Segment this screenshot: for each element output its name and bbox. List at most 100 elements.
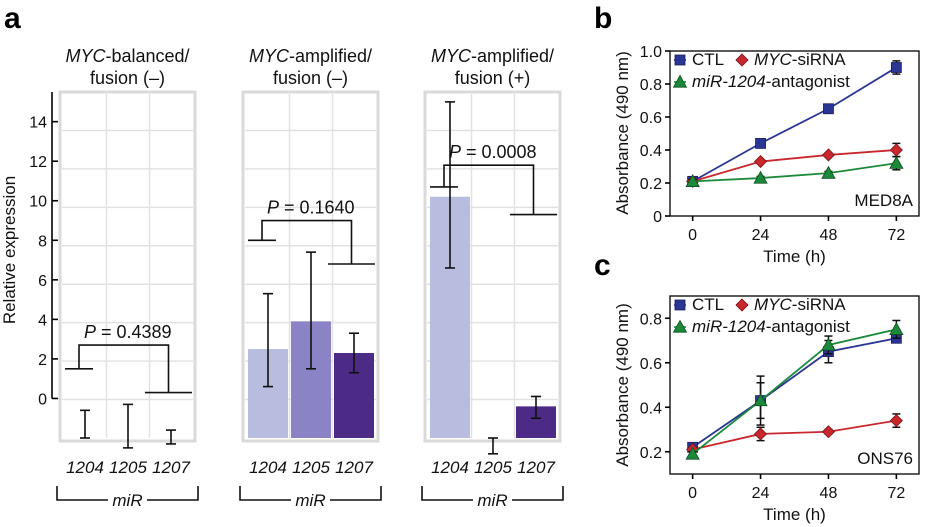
a-y-tick-label: 4 (38, 312, 47, 329)
panel-b-point-antagonist (821, 165, 836, 179)
panel-b-y-tick-label: 0.4 (640, 143, 662, 160)
panel-b-legend-marker-ctl (674, 54, 686, 66)
panel-b-legend-label-myc-gene: MYC (754, 50, 793, 69)
panel-b-series-antagonist (685, 155, 904, 187)
panel-b-legend: CTL MYC-siRNA miR-1204-antagonist (672, 50, 850, 91)
a-significance-bracket (261, 219, 353, 265)
a-y-tick-label: 10 (29, 194, 47, 211)
a-x-tick-label: 1205 (292, 458, 330, 477)
a-group-title-line1: MYC-balanced/ (65, 46, 189, 66)
panel-b-legend-label-myc: MYC-siRNA (754, 50, 846, 69)
a-mir-bracket-right (330, 486, 382, 501)
panel-b-point-ctl (755, 137, 766, 149)
panel-c-legend-label-myc: MYC-siRNA (754, 295, 846, 314)
a-group-title-line2: fusion (+) (455, 68, 531, 88)
panel-c-y-tick-label: 0.4 (640, 400, 662, 417)
a-x-tick-label: 1205 (109, 458, 147, 477)
a-x-tick-label: 1205 (474, 458, 512, 477)
panel-c-point-myc_sirna (753, 427, 768, 441)
panel-c-point-antagonist (889, 322, 904, 335)
panel-c-point-myc_sirna (889, 414, 903, 428)
panel-c-series-line-ctl (692, 337, 897, 449)
panel-c-point-myc_sirna (821, 425, 836, 439)
panel-b-series-line-ctl (692, 66, 897, 183)
a-x-tick-label: 1204 (249, 458, 287, 477)
panel-c-point-antagonist (685, 446, 700, 460)
a-y-tick-label: 2 (38, 352, 47, 369)
a-category-group-label: miR (295, 491, 325, 510)
a-mir-bracket-right (147, 486, 199, 501)
a-y-tick-label: 14 (29, 115, 47, 132)
a-mir-bracket-left (239, 486, 291, 501)
panel-c-cell-line-annotation: ONS76 (857, 449, 913, 468)
a-p-value-number: = 0.0008 (461, 142, 537, 162)
panel-c-y-tick-label: 0.2 (640, 445, 662, 462)
panel-c-point-antagonist (753, 393, 768, 407)
a-mir-bracket-right (512, 486, 564, 501)
panel-c-series-line-myc_sirna (692, 419, 897, 451)
a-mir-bracket-left (56, 486, 108, 501)
a-y-tick-label: 6 (38, 273, 47, 290)
a-p-value: P = 0.0008 (449, 142, 537, 162)
panel-b-point-myc_sirna (821, 148, 836, 162)
a-group-1: MYC-balanced/fusion (–) P = 0.4389 1204 120… (56, 46, 199, 510)
panel-c-legend-marker-myc (735, 298, 749, 312)
a-group-title-rest: -balanced/ (105, 46, 189, 66)
panel-b-x-tick-label: 24 (752, 227, 770, 244)
panel-b-point-myc_sirna (753, 154, 768, 169)
panel-c-x-tick-label: 24 (752, 485, 770, 502)
a-p-value: P = 0.1640 (267, 198, 355, 218)
panel-b-series-line-myc_sirna (692, 149, 897, 183)
a-x-tick-label: 1207 (517, 458, 555, 477)
panel-b-legend-label-myc-rest: -siRNA (792, 50, 846, 69)
a-category-group-label: miR (112, 491, 142, 510)
panel-b-plot-frame (669, 50, 920, 217)
a-y-axis-label: Relative expression (0, 176, 19, 324)
panel-c-y-axis-label: Absorbance (490 nm) (613, 303, 632, 466)
panel-b-y-tick-label: 0.6 (640, 110, 662, 127)
panel-b-point-ctl (823, 103, 834, 115)
a-group-title-gene: MYC (431, 46, 472, 66)
panel-b-y-tick-label: 0 (653, 209, 662, 226)
panel-c-legend: CTL MYC-siRNA miR-1204-antagonist (672, 295, 850, 336)
panel-b-legend-label-antagonist: miR-1204-antagonist (692, 72, 850, 91)
line-chart-panel-c: 0.2 0.4 0.6 0.8 0 24 48 72 Time (h) Absorbance (4… (613, 295, 920, 524)
a-x-tick-label: 1207 (335, 458, 373, 477)
line-chart-panel-b: 0 0.2 0.4 0.6 0.8 1.0 0 24 48 72 Time (h) Absorbanc… (613, 44, 920, 266)
panel-c-legend-marker-ctl (674, 299, 686, 311)
panel-b-x-tick-label: 48 (820, 227, 838, 244)
a-p-value: P = 0.4389 (84, 322, 172, 342)
panel-b-point-ctl (890, 62, 902, 73)
panel-b-legend-label-antagonist-rest: -antagonist (766, 72, 850, 91)
a-mir-bracket-left (421, 486, 473, 501)
a-group-title-line2: fusion (–) (90, 68, 165, 88)
a-group-frame (58, 90, 197, 443)
panel-label-c: c (594, 249, 611, 282)
panel-c-legend-label-myc-rest: -siRNA (792, 295, 846, 314)
panel-c-y-tick-label: 0.8 (640, 311, 662, 328)
a-y-axis: 0 2 4 6 8 10 12 14 (29, 92, 58, 408)
panel-c-legend-label-antagonist-mir: miR-1204 (692, 317, 766, 336)
a-p-value-number: = 0.4389 (96, 322, 172, 342)
panel-c-x-tick-label: 72 (887, 485, 905, 502)
a-y-tick-label: 8 (38, 233, 47, 250)
panel-b-y-tick-label: 1.0 (640, 44, 662, 61)
panel-b-y-axis-label: Absorbance (490 nm) (613, 51, 632, 214)
a-group-title-rest: -amplified/ (289, 46, 372, 66)
panel-b-x-tick-label: 0 (688, 227, 697, 244)
a-group-title-line2: fusion (–) (273, 68, 348, 88)
panel-c-legend-label-ctl: CTL (692, 295, 724, 314)
panel-b-legend-marker-antagonist (672, 74, 688, 88)
panel-b-legend-label-ctl: CTL (692, 50, 724, 69)
a-p-value-symbol: P (449, 142, 461, 162)
panel-b-point-antagonist (889, 155, 904, 169)
a-category-group-label: miR (477, 491, 507, 510)
a-group-frame (241, 90, 380, 443)
panel-b-y-tick-label: 0.8 (640, 77, 662, 94)
panel-b-point-antagonist (685, 174, 700, 187)
a-y-tick-label: 0 (38, 391, 47, 408)
a-group-title-gene: MYC (65, 46, 106, 66)
a-p-value-symbol: P (84, 322, 96, 342)
a-x-tick-label: 1204 (66, 458, 104, 477)
